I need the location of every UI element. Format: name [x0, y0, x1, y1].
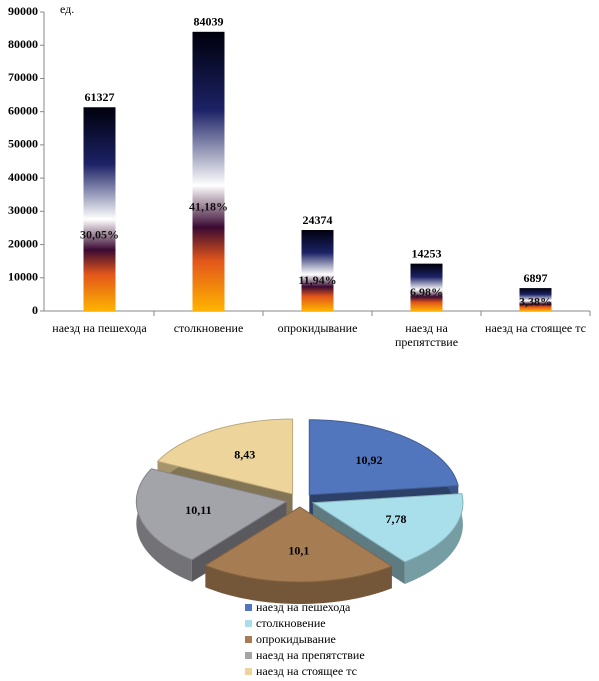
value-label: 7,78: [385, 512, 406, 526]
y-tick-label: 40000: [8, 170, 38, 184]
legend-marker: [245, 604, 252, 611]
value-label: 10,11: [185, 503, 211, 517]
legend-marker: [245, 652, 252, 659]
legend-marker: [245, 636, 252, 643]
slice: [135, 468, 288, 561]
legend-marker: [245, 620, 252, 627]
bar: [410, 263, 443, 311]
value-label: 61327: [85, 90, 115, 104]
slice: [204, 506, 393, 583]
y-unit: ед.: [60, 2, 74, 16]
y-tick-label: 0: [32, 303, 38, 317]
y-tick-label: 20000: [8, 236, 38, 250]
y-tick-label: 30000: [8, 203, 38, 217]
y-tick-label: 60000: [8, 103, 38, 117]
legend-marker: [245, 668, 252, 675]
share-label: 6,98%: [410, 285, 443, 299]
y-tick-label: 70000: [8, 70, 38, 84]
legend-label: опрокидывание: [256, 632, 336, 646]
bar: [519, 288, 552, 311]
value-label: 84039: [194, 15, 224, 29]
value-label: 10,92: [355, 453, 382, 467]
bar: [301, 230, 334, 311]
x-tick-label: наезд на препятствие: [394, 321, 459, 349]
legend-label: наезд на стоящее тс: [256, 664, 357, 678]
value-label: 6897: [524, 271, 548, 285]
y-tick-label: 80000: [8, 37, 38, 51]
legend-label: наезд на пешехода: [256, 600, 351, 614]
legend-label: столкновение: [256, 616, 326, 630]
slice: [308, 419, 459, 496]
y-tick-label: 50000: [8, 137, 38, 151]
x-tick-label: наезд на пешехода: [52, 321, 147, 335]
slice: [311, 493, 464, 563]
value-label: 10,1: [288, 544, 309, 558]
share-label: 11,94%: [298, 273, 336, 287]
share-label: 41,18%: [189, 199, 228, 213]
x-tick-label: столкновение: [173, 321, 244, 335]
bar: [192, 31, 225, 311]
bar: [83, 107, 116, 311]
y-tick-label: 10000: [8, 270, 38, 284]
value-label: 14253: [412, 246, 442, 260]
slice-side: [205, 565, 392, 604]
share-label: 3,38%: [519, 294, 552, 308]
y-tick-label: 90000: [8, 4, 38, 18]
x-tick-label: опрокидывание: [277, 321, 358, 335]
share-label: 30,05%: [80, 227, 119, 241]
x-tick-label: наезд на стоящее тс: [485, 321, 586, 335]
value-label: 8,43: [234, 448, 255, 462]
value-label: 24374: [303, 213, 333, 227]
slice: [156, 418, 294, 495]
slice-side: [404, 493, 463, 584]
legend-label: наезд на препятствие: [256, 648, 365, 662]
